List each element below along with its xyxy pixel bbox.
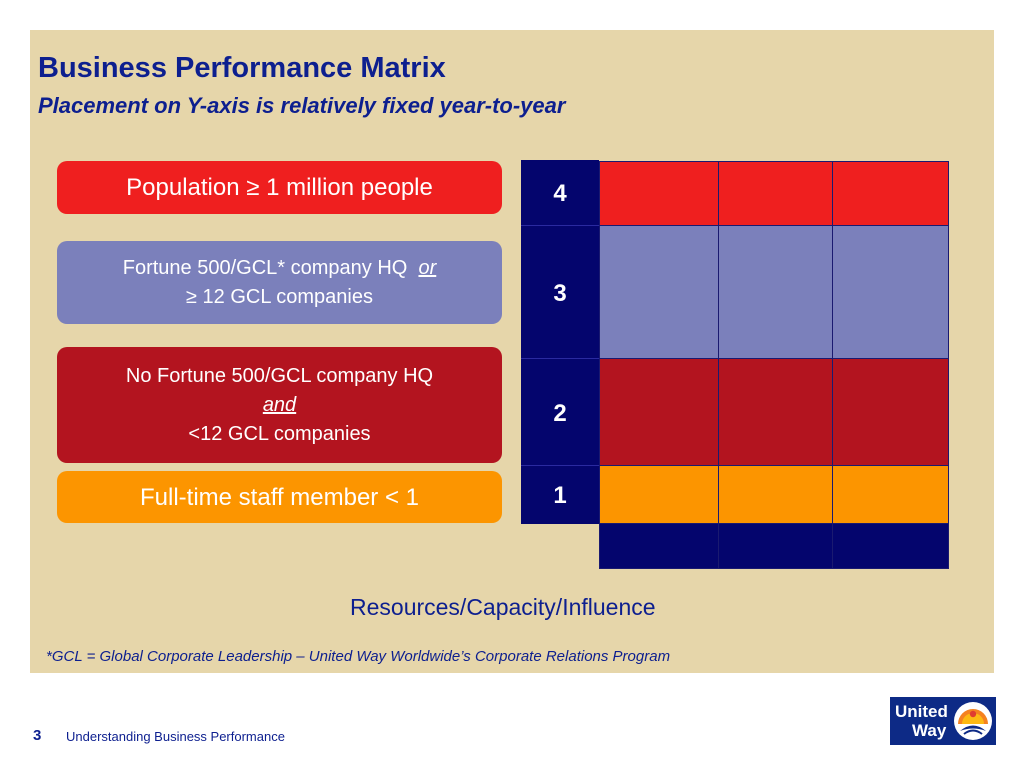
y-axis-divider [521, 225, 599, 226]
y-axis-divider [521, 465, 599, 466]
y-axis-divider [521, 358, 599, 359]
matrix-cell [832, 465, 949, 524]
matrix-y-axis [521, 160, 599, 524]
matrix-cell [599, 161, 719, 226]
criterion-line2: ≥ 12 GCL companies [186, 285, 373, 308]
criterion-level-2: No Fortune 500/GCL company HQ and <12 GC… [57, 347, 502, 463]
criterion-text: Full-time staff member < 1 [140, 483, 419, 511]
matrix-x-axis-cell [718, 523, 833, 569]
matrix-cell [718, 358, 833, 466]
matrix-cell [599, 358, 719, 466]
criterion-level-3: Fortune 500/GCL* company HQ or ≥ 12 GCL … [57, 241, 502, 324]
criterion-line2: <12 GCL companies [188, 422, 371, 445]
slide-title: Business Performance Matrix [38, 52, 446, 84]
criterion-connector: or [418, 256, 437, 279]
y-label-1: 1 [553, 482, 567, 509]
criterion-text: Fortune 500/GCL* company HQ or [123, 254, 437, 283]
x-axis-label: Resources/Capacity/Influence [350, 594, 656, 620]
united-way-emblem-icon [954, 702, 992, 740]
matrix-cell [832, 358, 949, 466]
logo-text-line1: United [895, 702, 948, 721]
y-label-2: 2 [553, 400, 567, 427]
page-number: 3 [33, 727, 42, 744]
matrix-cell [718, 465, 833, 524]
criterion-text: Population ≥ 1 million people [126, 174, 433, 201]
criterion-level-1: Full-time staff member < 1 [57, 471, 502, 523]
matrix-cell [718, 161, 833, 226]
criterion-line1: Fortune 500/GCL* company HQ [122, 256, 408, 279]
matrix-x-axis-cell [599, 523, 719, 569]
criterion-level-4: Population ≥ 1 million people [57, 161, 502, 214]
matrix-cell [599, 465, 719, 524]
matrix-cell [599, 225, 719, 359]
criterion-connector: and [262, 393, 297, 416]
slide-subtitle: Placement on Y-axis is relatively fixed … [38, 93, 566, 118]
matrix-x-axis-cell [832, 523, 949, 569]
logo-text-line2: Way [912, 721, 947, 740]
y-label-3: 3 [553, 280, 567, 307]
footnote: *GCL = Global Corporate Leadership – Uni… [46, 648, 671, 665]
matrix-cell [832, 161, 949, 226]
document-title: Understanding Business Performance [66, 729, 285, 744]
criterion-line1: No Fortune 500/GCL company HQ [125, 364, 434, 387]
united-way-logo: United Way [890, 697, 996, 745]
matrix-cell [718, 225, 833, 359]
y-label-4: 4 [553, 180, 567, 207]
matrix-cell [832, 225, 949, 359]
